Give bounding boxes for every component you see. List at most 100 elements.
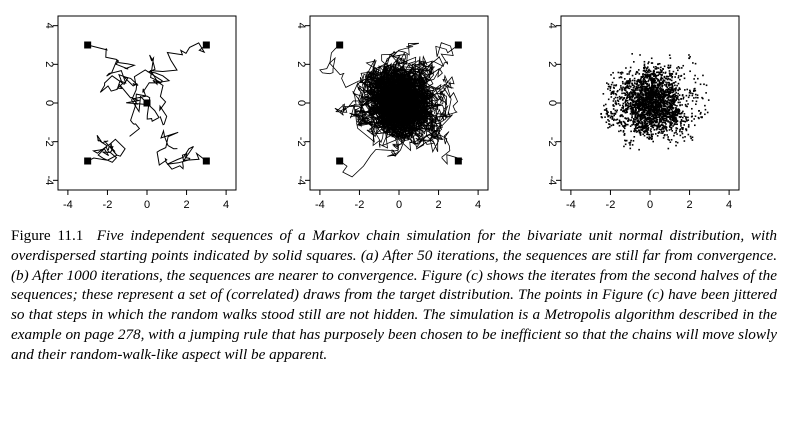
draw-point — [651, 110, 654, 112]
draw-point — [655, 118, 657, 120]
draw-point — [639, 95, 642, 98]
draw-point — [658, 124, 660, 126]
draw-point — [704, 113, 706, 116]
draw-point — [644, 118, 646, 121]
draw-point — [688, 91, 691, 94]
draw-point — [682, 120, 684, 122]
draw-point — [660, 76, 663, 78]
draw-point — [646, 103, 649, 106]
draw-point — [666, 86, 669, 89]
draw-point — [706, 111, 709, 114]
draw-point — [613, 98, 615, 100]
draw-point — [703, 83, 705, 86]
draw-point — [647, 88, 650, 91]
draw-point — [653, 103, 655, 105]
draw-point — [651, 121, 653, 124]
draw-point — [652, 84, 655, 87]
draw-point — [646, 133, 648, 136]
draw-point — [634, 127, 637, 129]
draw-point — [670, 88, 673, 91]
draw-point — [673, 101, 676, 104]
draw-point — [656, 127, 659, 129]
draw-point — [645, 112, 648, 115]
draw-point — [634, 111, 637, 114]
draw-point — [630, 111, 633, 113]
draw-point — [640, 76, 643, 78]
draw-point — [632, 122, 635, 124]
draw-point — [680, 120, 683, 122]
draw-point — [642, 114, 645, 117]
draw-point — [658, 84, 661, 86]
draw-point — [667, 87, 670, 90]
draw-point — [685, 105, 687, 107]
draw-point — [662, 117, 664, 119]
draw-point — [648, 96, 651, 98]
draw-point — [643, 85, 645, 88]
draw-point — [632, 121, 635, 123]
draw-point — [661, 102, 663, 104]
draw-point — [617, 102, 620, 105]
draw-point — [618, 121, 620, 124]
draw-point — [648, 92, 650, 95]
draw-point — [684, 120, 687, 123]
draw-point — [684, 103, 687, 106]
draw-point — [628, 82, 631, 84]
draw-point — [629, 66, 632, 69]
draw-point — [659, 124, 662, 127]
draw-point — [679, 121, 682, 123]
draw-point — [647, 80, 649, 83]
draw-point — [621, 114, 623, 116]
draw-point — [663, 98, 665, 101]
draw-point — [671, 100, 674, 103]
draw-point — [665, 115, 668, 117]
draw-point — [699, 113, 702, 115]
draw-point — [644, 109, 646, 112]
draw-point — [655, 112, 657, 114]
draw-point — [633, 92, 636, 95]
draw-point — [651, 97, 653, 100]
draw-point — [634, 93, 636, 96]
draw-point — [624, 139, 627, 142]
y-tick-label: -2 — [43, 137, 55, 147]
draw-point — [648, 136, 651, 138]
draw-point — [657, 124, 659, 127]
draw-point — [650, 134, 653, 137]
draw-point — [642, 105, 645, 107]
draw-point — [623, 92, 625, 94]
draw-point — [624, 122, 627, 125]
draw-point — [659, 117, 662, 120]
draw-point — [634, 123, 637, 126]
draw-point — [683, 113, 686, 115]
draw-point — [676, 97, 679, 99]
draw-point — [613, 84, 615, 87]
draw-point — [636, 115, 639, 117]
draw-point — [664, 108, 667, 110]
draw-point — [673, 116, 676, 118]
draw-point — [664, 113, 666, 116]
draw-point — [649, 97, 651, 100]
draw-point — [670, 106, 672, 109]
draw-point — [646, 73, 649, 76]
draw-point — [661, 70, 663, 72]
draw-point — [678, 108, 681, 111]
draw-point — [675, 109, 678, 112]
draw-point — [673, 134, 675, 137]
draw-point — [666, 115, 669, 118]
draw-point — [670, 86, 672, 89]
draw-point — [674, 99, 677, 102]
start-square — [336, 157, 344, 165]
draw-point — [681, 132, 684, 135]
draw-point — [648, 94, 651, 97]
draw-point — [670, 103, 672, 106]
draw-point — [658, 108, 661, 111]
draw-point — [677, 69, 679, 72]
draw-point — [642, 116, 644, 119]
draw-point — [662, 121, 665, 124]
draw-point — [652, 79, 654, 82]
draw-point — [651, 73, 654, 76]
draw-point — [689, 55, 691, 58]
draw-point — [676, 123, 678, 126]
draw-point — [642, 79, 645, 81]
draw-point — [636, 112, 638, 114]
draw-point — [661, 88, 663, 91]
